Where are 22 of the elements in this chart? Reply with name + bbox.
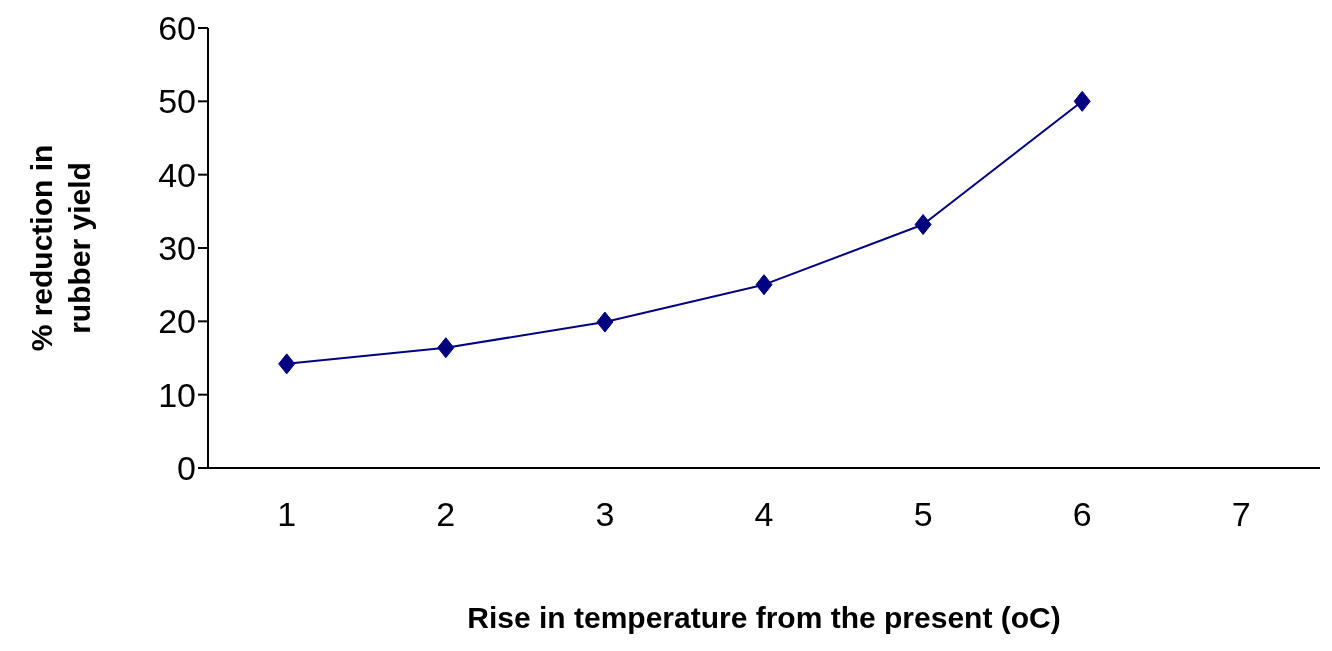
point — [437, 337, 455, 359]
point — [914, 214, 932, 236]
point — [278, 353, 296, 375]
y-tick-label: 10 — [158, 375, 196, 414]
y-tick-label: 40 — [158, 155, 196, 194]
x-tick-label: 7 — [1231, 495, 1251, 534]
x-tick-label: 6 — [1072, 495, 1092, 534]
x-tick-label: 2 — [436, 495, 456, 534]
point — [755, 274, 773, 296]
y-tick-label: 20 — [158, 302, 196, 341]
point — [596, 311, 614, 333]
x-axis-title: Rise in temperature from the present (oC) — [467, 601, 1061, 634]
y-tick-label: 60 — [158, 9, 196, 48]
point — [1073, 90, 1091, 112]
y-tick-label: 0 — [177, 449, 196, 488]
x-tick-label: 5 — [913, 495, 933, 534]
y-axis-title: % reduction in rubber yield — [25, 144, 96, 352]
y-tick-label: 50 — [158, 82, 196, 121]
y-tick-label: 30 — [158, 229, 196, 268]
x-tick-label: 3 — [595, 495, 615, 534]
x-tick-label: 4 — [754, 495, 774, 534]
x-tick-label: 1 — [277, 495, 297, 534]
